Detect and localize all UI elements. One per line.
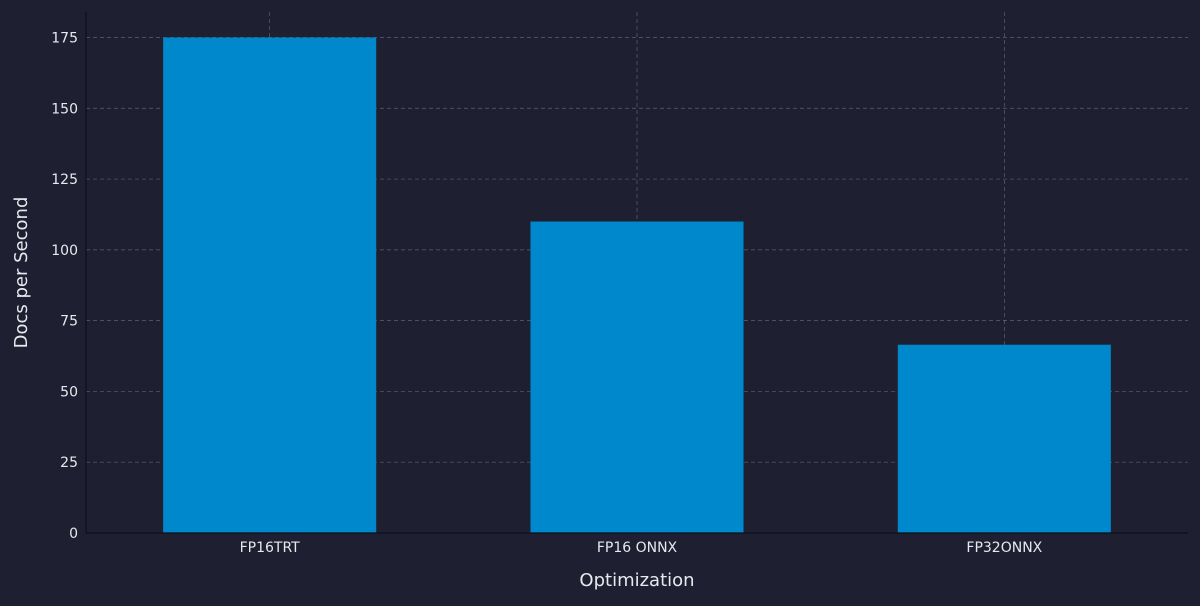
y-tick-labels: 0 25 50 75 100 125 150 175 <box>51 30 78 542</box>
bars <box>163 37 1111 534</box>
x-tick-label: FP16TRT <box>240 540 301 556</box>
y-tick-label: 25 <box>60 455 78 471</box>
y-tick-label: 50 <box>60 384 78 400</box>
x-tick-labels: FP16TRT FP16 ONNX FP32ONNX <box>240 540 1043 556</box>
x-tick-label: FP32ONNX <box>966 540 1042 556</box>
x-tick-label: FP16 ONNX <box>597 540 678 556</box>
y-tick-label: 175 <box>51 30 78 46</box>
y-tick-label: 0 <box>69 526 78 542</box>
y-tick-label: 100 <box>51 243 78 259</box>
y-tick-label: 125 <box>51 172 78 188</box>
y-axis-label: Docs per Second <box>11 197 32 349</box>
y-tick-label: 150 <box>51 101 78 117</box>
bar-fp16-onnx <box>530 221 744 534</box>
axes <box>85 12 1188 534</box>
x-axis-label: Optimization <box>579 570 694 591</box>
bar-fp16trt <box>163 37 377 533</box>
y-tick-label: 75 <box>60 314 78 330</box>
bar-fp32onnx <box>897 344 1111 533</box>
